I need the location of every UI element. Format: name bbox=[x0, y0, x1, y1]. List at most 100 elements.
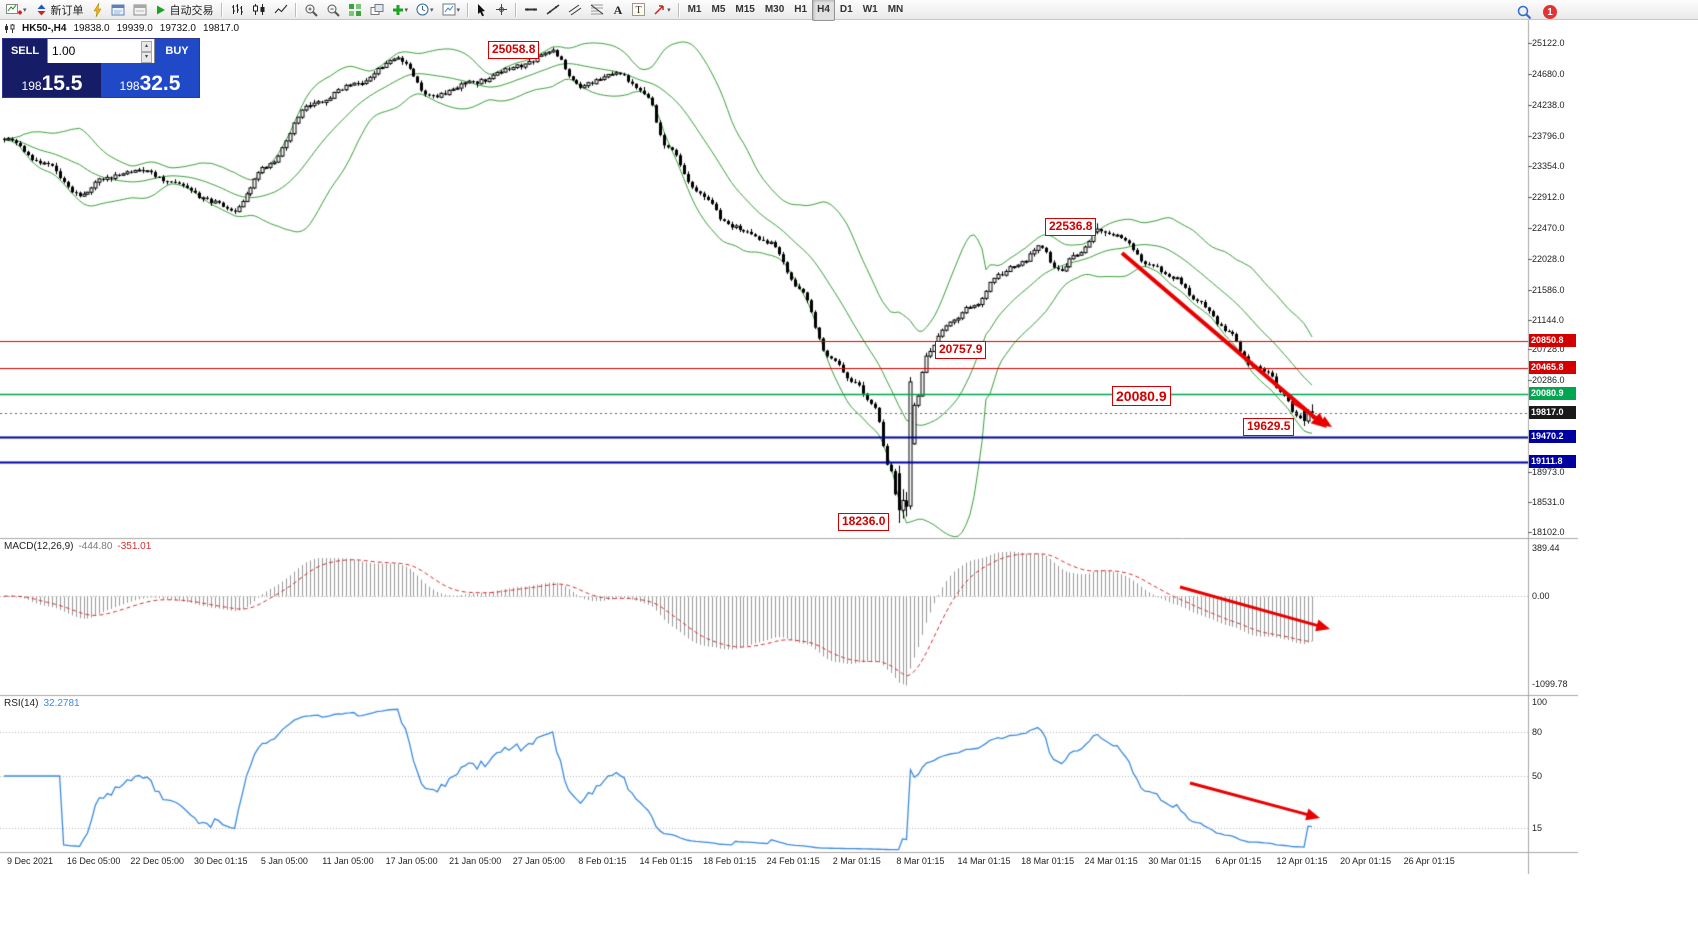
trendline-tool-button[interactable] bbox=[542, 0, 564, 20]
buy-button[interactable]: BUY bbox=[155, 39, 199, 63]
search-icon bbox=[1517, 5, 1532, 20]
metaeditor-button[interactable] bbox=[88, 0, 107, 20]
trendline-tool-icon bbox=[546, 3, 560, 16]
sell-price[interactable]: 198 15.5 bbox=[3, 63, 101, 97]
rsi-value: 32.2781 bbox=[43, 698, 80, 709]
timeframe-m1-button[interactable]: M1 bbox=[687, 4, 702, 15]
arrange-windows-button[interactable] bbox=[366, 0, 388, 20]
svg-text:T: T bbox=[636, 5, 642, 16]
arrange-windows-icon bbox=[370, 3, 384, 17]
sell-price-big: 15.5 bbox=[41, 72, 83, 95]
chart-bars-button[interactable] bbox=[226, 0, 248, 20]
chart-candles-button[interactable] bbox=[248, 0, 270, 20]
crosshair-button[interactable] bbox=[491, 0, 512, 20]
toolbar-separator bbox=[515, 2, 518, 17]
close-value: 19817.0 bbox=[202, 23, 240, 34]
timeframe-w1-button[interactable]: W1 bbox=[862, 4, 878, 15]
tile-windows-icon bbox=[348, 3, 362, 17]
low-value: 19732.0 bbox=[159, 23, 196, 34]
toolbar: ▾ 新订单 自动交易 ▾ ▾ ▾ A T ▾ M1 M5 M15 M30 H1 H4 D1 W1 MN bbox=[0, 0, 1698, 21]
timeframe-d1-button[interactable]: D1 bbox=[839, 4, 853, 15]
shapes-tool-icon bbox=[653, 3, 666, 16]
one-click-trading-panel: SELL 1.00 ▴ ▾ BUY 198 15.5 198 32.5 bbox=[2, 38, 200, 98]
auto-trading-button[interactable]: 自动交易 bbox=[151, 0, 218, 20]
dropdown-caret-icon: ▾ bbox=[456, 6, 461, 14]
label-tool-button[interactable]: T bbox=[628, 0, 649, 20]
dropdown-caret-icon: ▾ bbox=[667, 6, 671, 14]
timeframe-mn-button[interactable]: MN bbox=[887, 4, 904, 15]
indicators-icon bbox=[392, 4, 404, 16]
symbol-period-label: HK50-,H4 bbox=[22, 23, 67, 34]
new-order-icon bbox=[35, 3, 48, 17]
templates-button[interactable]: ▾ bbox=[438, 0, 465, 20]
indicators-button[interactable]: ▾ bbox=[388, 0, 413, 20]
cursor-icon bbox=[476, 3, 487, 17]
dropdown-caret-icon: ▾ bbox=[430, 6, 434, 14]
toolbar-separator bbox=[294, 2, 297, 17]
macd-name: MACD(12,26,9) bbox=[4, 541, 74, 552]
symbol-chart-icon bbox=[4, 23, 15, 34]
dropdown-caret-icon: ▾ bbox=[404, 6, 409, 14]
crosshair-icon bbox=[495, 3, 508, 16]
channel-tool-icon bbox=[568, 3, 582, 16]
volume-input[interactable]: 1.00 ▴ ▾ bbox=[47, 39, 155, 63]
shapes-tool-button[interactable]: ▾ bbox=[649, 0, 675, 20]
volume-value: 1.00 bbox=[52, 44, 76, 58]
chart-candles-icon bbox=[252, 3, 266, 16]
timeframe-h1-button[interactable]: H1 bbox=[794, 4, 808, 15]
terminal-button[interactable] bbox=[129, 0, 151, 20]
toolbar-separator bbox=[220, 2, 223, 17]
high-value: 19939.0 bbox=[116, 23, 153, 34]
notification-badge[interactable]: 1 bbox=[1543, 5, 1557, 19]
chart-info-line: HK50-,H4 19838.0 19939.0 19732.0 19817.0 bbox=[4, 23, 239, 34]
horizontal-line-tool-icon bbox=[524, 3, 538, 16]
metaeditor-icon bbox=[92, 2, 103, 17]
new-chart-button[interactable]: ▾ bbox=[2, 0, 31, 20]
text-tool-button[interactable]: A bbox=[608, 0, 628, 20]
cursor-button[interactable] bbox=[472, 0, 491, 20]
zoom-in-icon bbox=[304, 3, 318, 17]
svg-text:A: A bbox=[614, 3, 623, 16]
timeframe-m30-button[interactable]: M30 bbox=[764, 4, 785, 15]
timeframe-m15-button[interactable]: M15 bbox=[735, 4, 755, 15]
buy-price-small: 198 bbox=[119, 79, 140, 93]
auto-trading-label: 自动交易 bbox=[169, 4, 214, 17]
market-watch-icon bbox=[111, 3, 125, 17]
macd-main-value: -444.80 bbox=[78, 541, 113, 552]
spinner-down-icon[interactable]: ▾ bbox=[141, 52, 152, 63]
zoom-in-button[interactable] bbox=[300, 0, 322, 20]
volume-spinner[interactable]: ▴ ▾ bbox=[141, 41, 152, 63]
zoom-out-button[interactable] bbox=[322, 0, 344, 20]
chart-bars-icon bbox=[230, 3, 244, 16]
channel-tool-button[interactable] bbox=[564, 0, 586, 20]
chart-line-icon bbox=[274, 3, 288, 16]
new-chart-icon bbox=[6, 2, 22, 17]
text-tool-icon: A bbox=[612, 3, 624, 16]
tile-windows-button[interactable] bbox=[344, 0, 366, 20]
timeframe-h4-button[interactable]: H4 bbox=[812, 0, 835, 21]
sell-button[interactable]: SELL bbox=[3, 39, 47, 63]
spinner-up-icon[interactable]: ▴ bbox=[141, 41, 152, 52]
open-value: 19838.0 bbox=[73, 23, 110, 34]
search-button[interactable] bbox=[1513, 2, 1536, 22]
fibonacci-tool-button[interactable] bbox=[586, 0, 608, 20]
buy-price-big: 32.5 bbox=[139, 72, 181, 95]
chart-line-button[interactable] bbox=[270, 0, 292, 20]
buy-price[interactable]: 198 32.5 bbox=[101, 63, 199, 97]
zoom-out-icon bbox=[326, 3, 340, 17]
new-order-label: 新订单 bbox=[50, 4, 84, 17]
sell-price-small: 198 bbox=[21, 79, 42, 93]
terminal-icon bbox=[133, 3, 147, 17]
toolbar-right-cluster: 1 bbox=[1513, 2, 1557, 22]
dropdown-caret-icon: ▾ bbox=[23, 6, 27, 14]
auto-trading-icon bbox=[155, 4, 167, 16]
timeframe-m5-button[interactable]: M5 bbox=[711, 4, 726, 15]
periods-button[interactable]: ▾ bbox=[412, 0, 438, 20]
horizontal-line-tool-button[interactable] bbox=[520, 0, 542, 20]
new-order-button[interactable]: 新订单 bbox=[31, 0, 88, 20]
rsi-indicator-label: RSI(14) 32.2781 bbox=[4, 698, 85, 709]
market-watch-button[interactable] bbox=[107, 0, 129, 20]
fibonacci-tool-icon bbox=[590, 3, 604, 16]
